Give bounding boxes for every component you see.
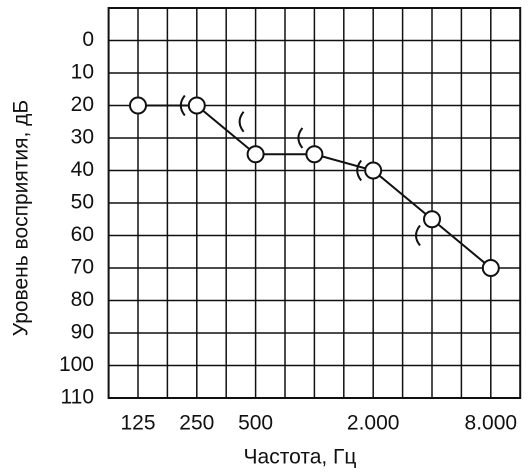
y-tick-label: 80 bbox=[71, 288, 94, 311]
y-tick-label: 50 bbox=[71, 191, 94, 214]
x-tick-label: 250 bbox=[179, 412, 214, 435]
x-tick-label: 125 bbox=[120, 412, 155, 435]
y-tick-label: 70 bbox=[71, 256, 94, 279]
y-tick-label: 100 bbox=[59, 353, 94, 376]
air-conduction-marker bbox=[187, 96, 206, 115]
air-conduction-marker bbox=[423, 210, 441, 229]
x-tick-label: 500 bbox=[238, 412, 273, 435]
bone-conduction-marker bbox=[415, 224, 421, 247]
y-tick-label: 10 bbox=[71, 61, 94, 84]
y-tick-label: 30 bbox=[71, 126, 94, 149]
air-conduction-marker bbox=[305, 145, 324, 164]
bone-conduction-marker bbox=[179, 94, 186, 117]
bone-conduction-marker bbox=[297, 127, 304, 149]
air-conduction-marker bbox=[364, 161, 383, 180]
air-conduction-marker bbox=[246, 145, 265, 164]
y-tick-label: 0 bbox=[82, 28, 94, 51]
air-conduction-marker bbox=[129, 96, 147, 115]
bone-conduction-marker bbox=[238, 111, 245, 133]
y-tick-label: 40 bbox=[71, 158, 94, 181]
x-axis-title: Частота, Гц bbox=[244, 446, 357, 469]
x-tick-label: 2.000 bbox=[347, 412, 400, 435]
air-conduction-marker bbox=[481, 259, 500, 277]
x-tick-label: 8.000 bbox=[465, 412, 518, 435]
y-tick-label: 20 bbox=[71, 93, 94, 116]
y-axis-title: Уровень восприятия, дБ bbox=[10, 100, 33, 336]
bone-conduction-marker bbox=[356, 159, 363, 182]
y-tick-label: 60 bbox=[71, 223, 94, 246]
y-tick-label: 90 bbox=[71, 321, 94, 344]
y-tick-label: 110 bbox=[61, 386, 94, 409]
